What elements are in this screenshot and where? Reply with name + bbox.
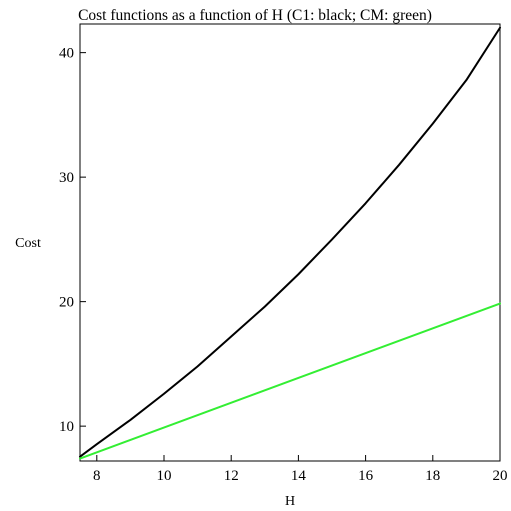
y-axis-label: Cost [15,236,41,251]
series-group [79,26,501,460]
x-axis-ticks: 8 10 12 14 16 18 20 [93,455,508,484]
chart-title: Cost functions as a function of H (C1: b… [78,7,432,24]
x-tick-label: 20 [493,468,508,484]
x-tick-label: 14 [291,468,307,484]
x-axis-label: H [285,494,295,509]
y-tick-label: 20 [59,295,74,311]
y-tick-label: 40 [59,46,74,62]
y-axis-ticks: 10 20 30 40 [59,46,86,435]
plot-frame [79,23,501,462]
x-tick-label: 12 [224,468,239,484]
series-line-2 [79,302,501,460]
x-tick-label: 10 [157,468,172,484]
x-tick-label: 18 [425,468,440,484]
y-tick-label: 30 [59,170,74,186]
x-tick-label: 16 [358,468,374,484]
x-tick-label: 8 [93,468,101,484]
y-tick-label: 10 [59,419,74,435]
series-line-1 [79,26,501,458]
